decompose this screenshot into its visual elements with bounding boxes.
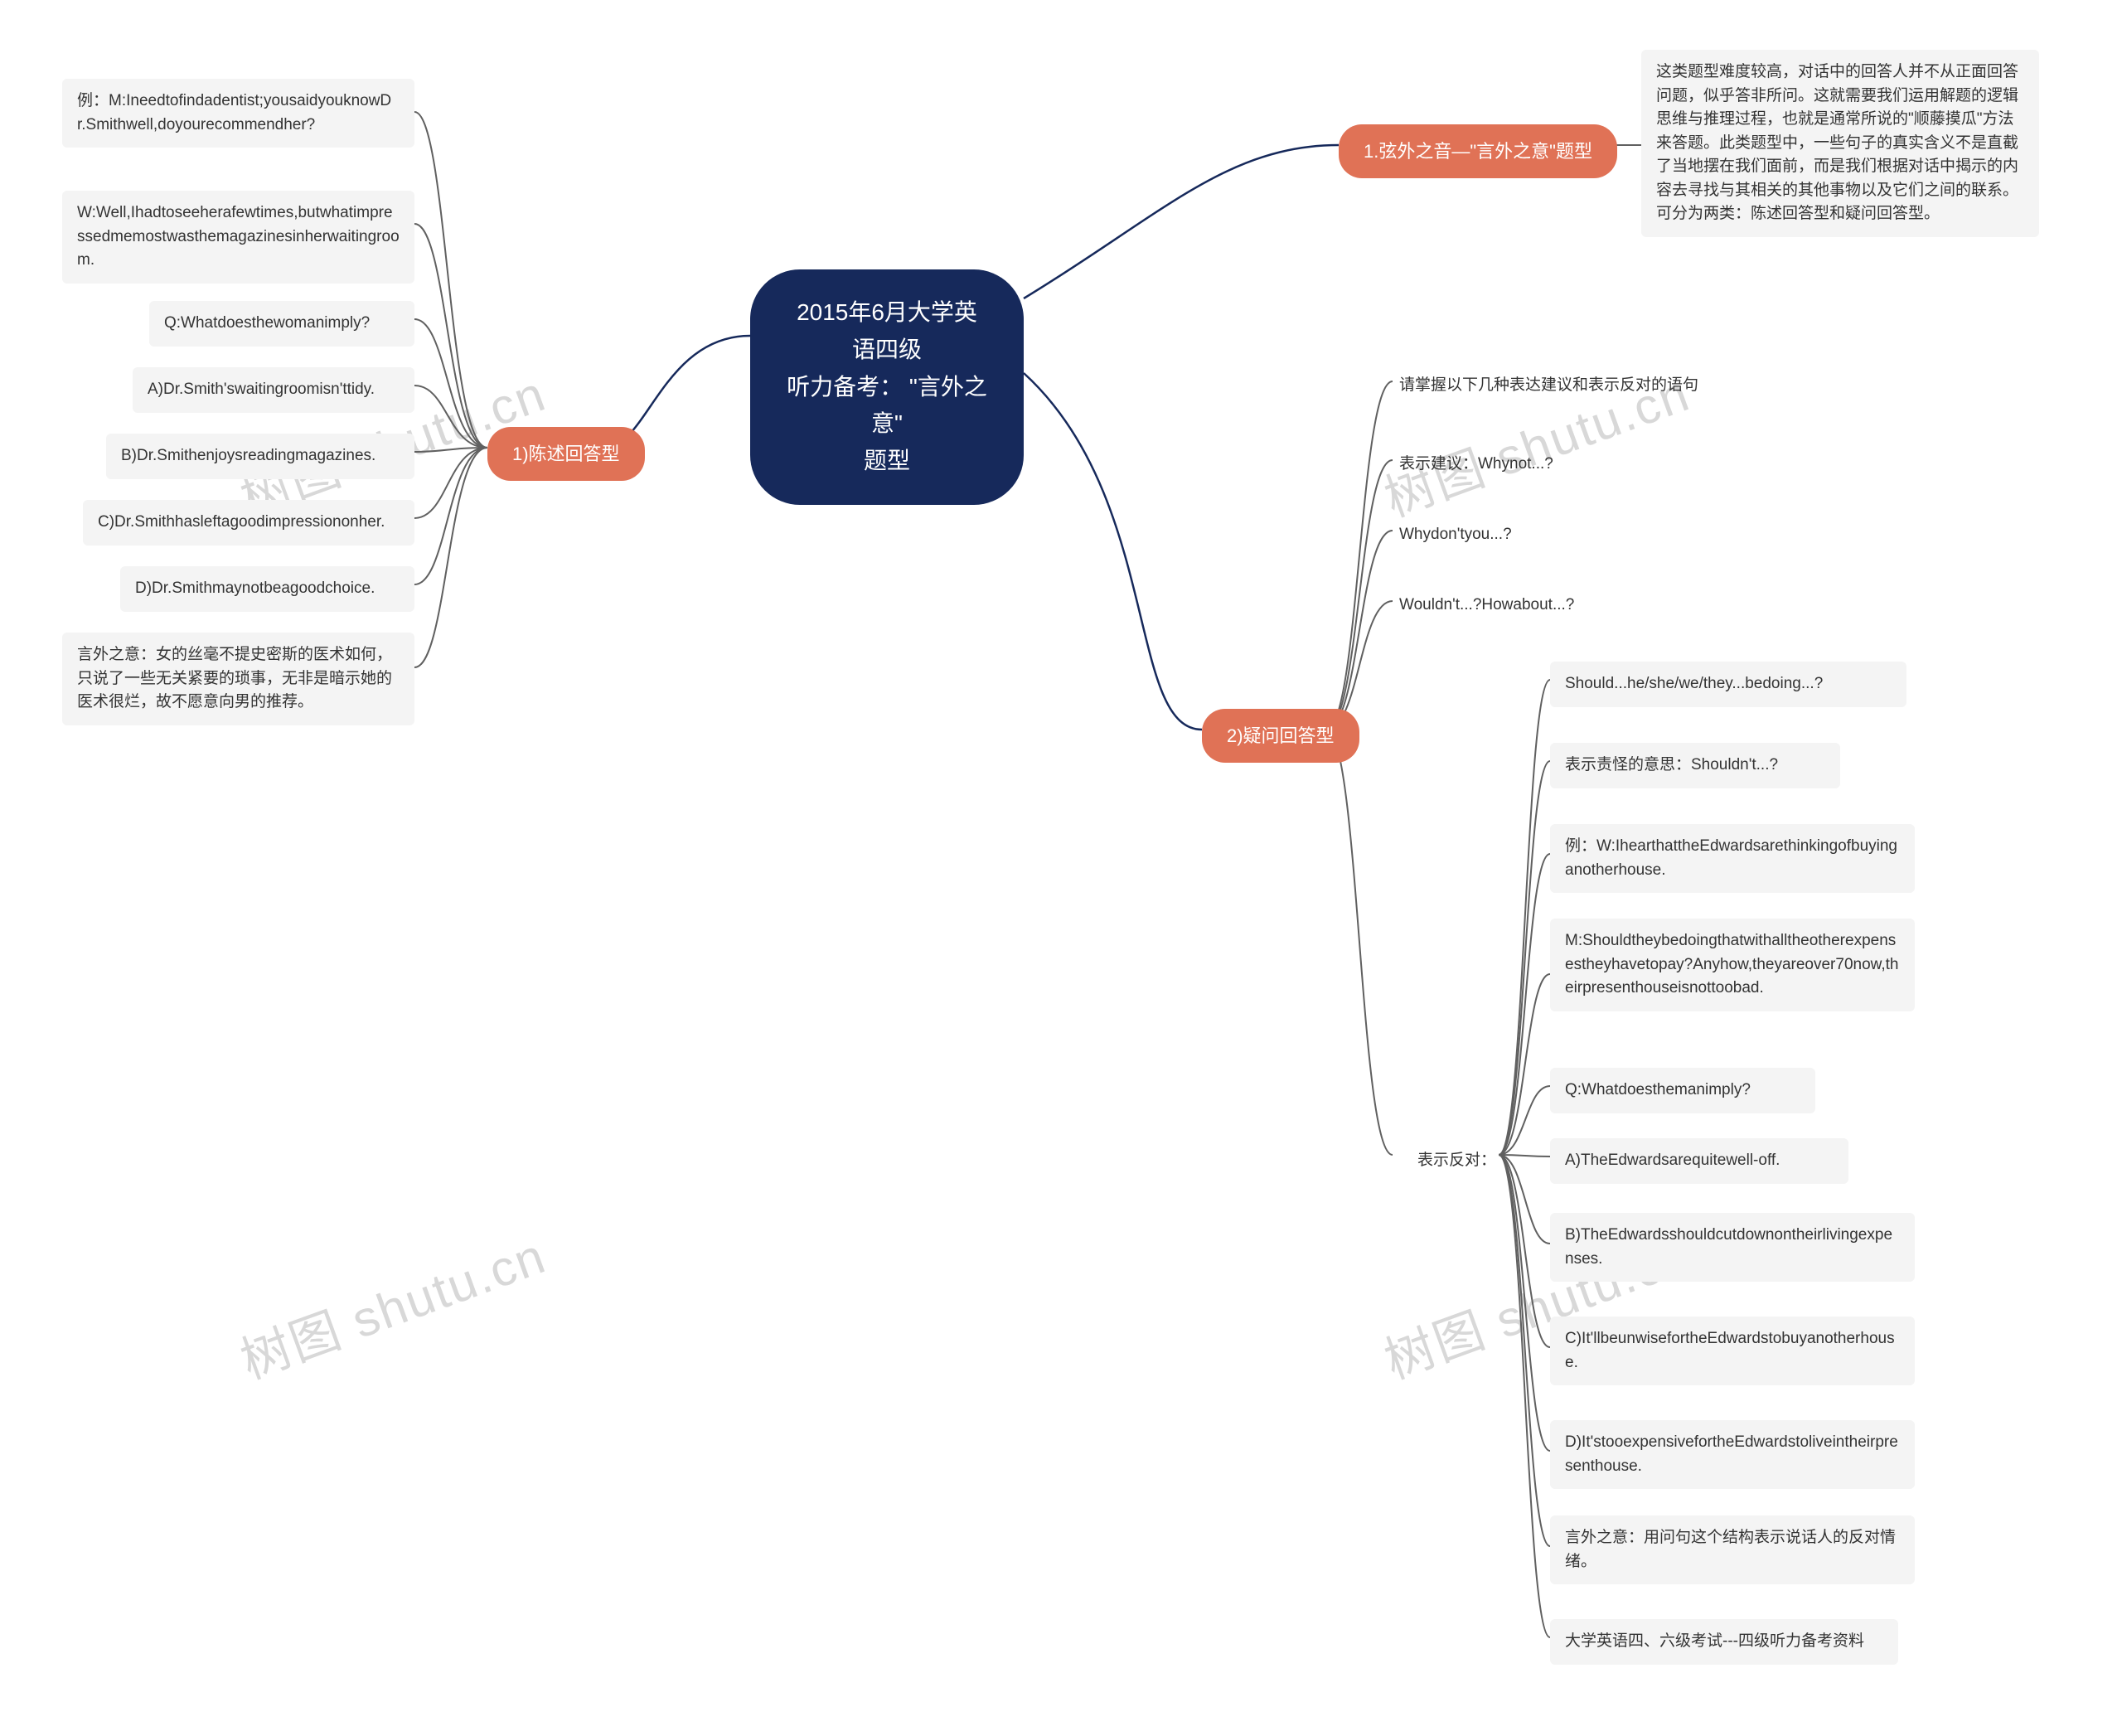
leaf-b3-i: D)It'stooexpensivefortheEdwardstoliveint… [1550, 1420, 1915, 1489]
leaf-b2-h: 言外之意：女的丝毫不提史密斯的医术如何，只说了一些无关紧要的琐事，无非是暗示她的… [62, 633, 414, 725]
root-node: 2015年6月大学英语四级 听力备考： "言外之意" 题型 [750, 269, 1024, 505]
plain-b3-wouldnt: Wouldn't...?Howabout...? [1393, 589, 1581, 623]
leaf-b3-e: Q:Whatdoesthemanimply? [1550, 1068, 1815, 1113]
leaf-b2-f: C)Dr.Smithhasleftagoodimpressiononher. [83, 500, 414, 546]
leaf-b3-k: 大学英语四、六级考试---四级听力备考资料 [1550, 1619, 1898, 1665]
plain-b3-opp-label: 表示反对： [1411, 1144, 1503, 1178]
root-line1: 2015年6月大学英语四级 [787, 294, 987, 369]
leaf-b2-c: Q:Whatdoesthewomanimply? [149, 301, 414, 347]
leaf-b2-a: 例：M:Ineedtofindadentist;yousaidyouknowDr… [62, 79, 414, 148]
branch-overtone: 1.弦外之音—"言外之意"题型 [1339, 124, 1617, 178]
leaf-b2-b: W:Well,Ihadtoseeherafewtimes,butwhatimpr… [62, 191, 414, 284]
leaf-b3-h: C)It'llbeunwisefortheEdwardstobuyanother… [1550, 1317, 1915, 1385]
leaf-b1-desc: 这类题型难度较高，对话中的回答人并不从正面回答问题，似乎答非所问。这就需要我们运… [1641, 50, 2039, 237]
leaf-b3-f: A)TheEdwardsarequitewell-off. [1550, 1138, 1848, 1184]
leaf-b2-e: B)Dr.Smithenjoysreadingmagazines. [106, 434, 414, 479]
root-line3: 题型 [787, 443, 987, 480]
branch-question: 2)疑问回答型 [1202, 709, 1359, 763]
plain-b3-intro: 请掌握以下几种表达建议和表示反对的语句 [1393, 369, 1705, 403]
leaf-b2-d: A)Dr.Smith'swaitingroomisn'ttidy. [133, 367, 414, 413]
root-line2: 听力备考： "言外之意" [787, 369, 987, 444]
watermark: 树图 shutu.cn [230, 1216, 555, 1394]
leaf-b3-a: Should...he/she/we/they...bedoing...? [1550, 662, 1906, 707]
leaf-b3-j: 言外之意：用问句这个结构表示说话人的反对情绪。 [1550, 1515, 1915, 1584]
leaf-b3-c: 例：W:IhearthattheEdwardsarethinkingofbuyi… [1550, 824, 1915, 893]
plain-b3-sugg: 表示建议：Whynot...? [1393, 448, 1560, 482]
leaf-b3-b: 表示责怪的意思：Shouldn't...? [1550, 743, 1840, 788]
plain-b3-why: Whydon'tyou...? [1393, 518, 1519, 552]
branch-statement: 1)陈述回答型 [487, 427, 645, 481]
leaf-b3-g: B)TheEdwardsshouldcutdownontheirlivingex… [1550, 1213, 1915, 1282]
leaf-b3-d: M:Shouldtheybedoingthatwithalltheotherex… [1550, 919, 1915, 1011]
leaf-b2-g: D)Dr.Smithmaynotbeagoodchoice. [120, 566, 414, 612]
